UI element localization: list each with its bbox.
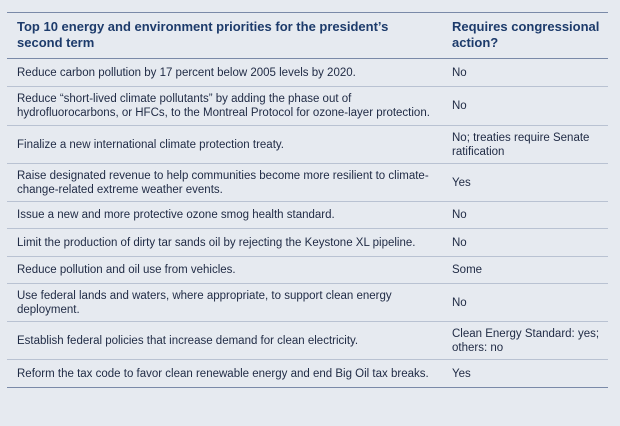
table-row: Issue a new and more protective ozone sm… xyxy=(7,201,608,229)
header-congressional-action: Requires congressional action? xyxy=(444,12,608,59)
action-cell: No; treaties require Senate ratification xyxy=(444,125,608,164)
priority-cell: Establish federal policies that increase… xyxy=(7,321,444,360)
priority-cell: Issue a new and more protective ozone sm… xyxy=(7,201,444,229)
table-row: Reform the tax code to favor clean renew… xyxy=(7,359,608,388)
table-row: Reduce pollution and oil use from vehicl… xyxy=(7,256,608,284)
table-row: Raise designated revenue to help communi… xyxy=(7,163,608,202)
table-row: Reduce “short-lived climate pollutants” … xyxy=(7,86,608,126)
priority-cell: Reduce carbon pollution by 17 percent be… xyxy=(7,58,444,87)
action-cell: No xyxy=(444,228,608,257)
priority-cell: Reform the tax code to favor clean renew… xyxy=(7,359,444,388)
priority-cell: Reduce pollution and oil use from vehicl… xyxy=(7,256,444,284)
header-priorities: Top 10 energy and environment priorities… xyxy=(7,12,444,59)
action-cell: Yes xyxy=(444,359,608,388)
action-cell: Clean Energy Standard: yes; others: no xyxy=(444,321,608,360)
action-cell: Some xyxy=(444,256,608,284)
action-cell: Yes xyxy=(444,163,608,202)
priorities-table-frame: Top 10 energy and environment priorities… xyxy=(7,12,608,388)
priority-cell: Limit the production of dirty tar sands … xyxy=(7,228,444,257)
table-row: Reduce carbon pollution by 17 percent be… xyxy=(7,58,608,87)
table-row: Limit the production of dirty tar sands … xyxy=(7,228,608,257)
priorities-table: Top 10 energy and environment priorities… xyxy=(7,12,608,388)
action-cell: No xyxy=(444,58,608,87)
table-row: Finalize a new international climate pro… xyxy=(7,125,608,164)
table-row: Establish federal policies that increase… xyxy=(7,321,608,360)
priority-cell: Reduce “short-lived climate pollutants” … xyxy=(7,86,444,126)
action-cell: No xyxy=(444,283,608,322)
table-row: Use federal lands and waters, where appr… xyxy=(7,283,608,322)
action-cell: No xyxy=(444,201,608,229)
action-cell: No xyxy=(444,86,608,126)
table-header-row: Top 10 energy and environment priorities… xyxy=(7,12,608,59)
priority-cell: Finalize a new international climate pro… xyxy=(7,125,444,164)
priority-cell: Use federal lands and waters, where appr… xyxy=(7,283,444,322)
priority-cell: Raise designated revenue to help communi… xyxy=(7,163,444,202)
